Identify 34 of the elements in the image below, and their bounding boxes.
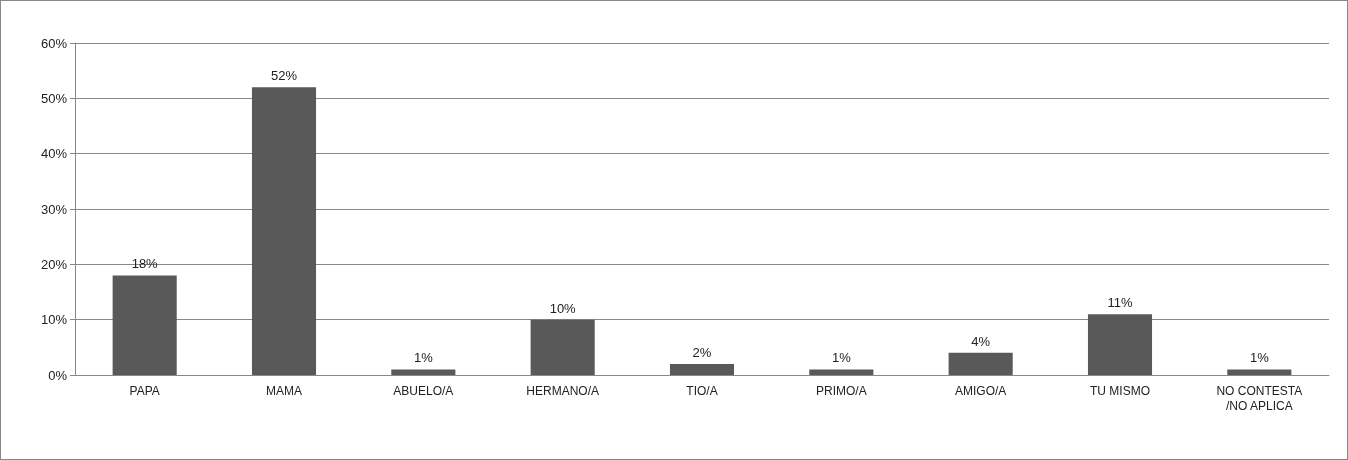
x-tick-label: AMIGO/A [954, 383, 1007, 398]
x-tick-label: PAPA [129, 383, 160, 398]
data-label: 1% [413, 350, 434, 366]
data-label: 4% [971, 333, 991, 349]
bar [530, 319, 595, 375]
bar [112, 275, 177, 375]
bar [391, 369, 456, 375]
bar [1087, 314, 1153, 375]
bar [809, 369, 874, 375]
x-tick-label: MAMA [266, 383, 302, 398]
data-label: 52% [270, 68, 298, 84]
data-label: 11% [1107, 295, 1133, 311]
bar [669, 363, 735, 375]
data-label: 10% [549, 300, 577, 316]
y-tick-label: 40% [40, 146, 68, 162]
x-tick-label: TIO/A [686, 383, 718, 398]
bar [251, 87, 317, 375]
x-tick-label: HERMANO/A [526, 383, 600, 398]
x-tick-label: PRIMO/A [816, 383, 867, 398]
x-tick-label: TU MISMO [1090, 383, 1150, 398]
bar [948, 352, 1013, 375]
data-label: 1% [831, 350, 852, 366]
data-label: 2% [692, 344, 712, 360]
y-tick-label: 60% [40, 35, 68, 51]
y-tick-label: 20% [40, 256, 68, 272]
bar [1227, 369, 1292, 375]
y-tick-label: 10% [40, 312, 68, 328]
x-tick-label: NO CONTESTA/NO APLICA [1216, 383, 1303, 413]
x-tick-label: ABUELO/A [393, 383, 454, 398]
y-tick-label: 0% [48, 367, 68, 383]
data-label: 1% [1249, 350, 1270, 366]
y-tick-label: 30% [40, 201, 68, 217]
y-tick-label: 50% [40, 90, 68, 106]
data-label: 18% [131, 256, 159, 272]
